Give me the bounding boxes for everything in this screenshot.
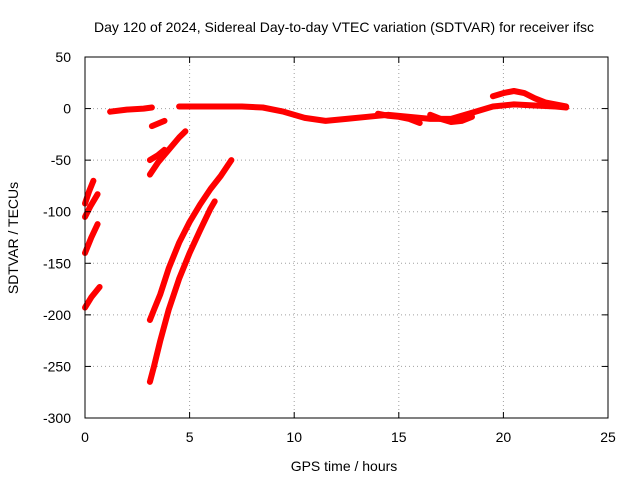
x-tick-label: 20 [496, 429, 512, 445]
y-tick-label: -200 [43, 307, 71, 323]
series-line-arc-j [146, 198, 218, 385]
x-tick-label: 15 [391, 429, 407, 445]
series-line-arc-n [489, 88, 570, 110]
x-tick-label: 10 [286, 429, 302, 445]
series-line-arc-b [82, 191, 101, 220]
plot-border [84, 56, 609, 419]
x-tick-label: 5 [186, 429, 194, 445]
y-tick-label: -150 [43, 255, 71, 271]
series-line-arc-m [427, 111, 475, 125]
series-line-arc-c [82, 221, 101, 256]
ticks: 0 5 10 15 20 25 50 0 -50 -100 -150 -200 -250 -300 [43, 49, 616, 445]
x-tick-label: 0 [81, 429, 89, 445]
x-tick-label: 25 [600, 429, 616, 445]
y-tick-label: -250 [43, 358, 71, 374]
y-axis-label: SDTVAR / TECUs [5, 182, 21, 294]
series-line-arc-h [146, 128, 189, 178]
series-line-arc-d [82, 284, 103, 311]
series-line-arc-l [374, 110, 423, 126]
chart-title: Day 120 of 2024, Sidereal Day-to-day VTE… [94, 19, 594, 35]
y-tick-label: -50 [51, 152, 71, 168]
data-series [82, 88, 570, 385]
series-line-arc-f [148, 117, 168, 130]
y-tick-label: 0 [63, 101, 71, 117]
x-axis-label: GPS time / hours [291, 458, 398, 474]
series-line-arc-i [146, 157, 235, 323]
y-tick-label: -100 [43, 204, 71, 220]
series-line-arc-g [146, 146, 168, 164]
series-line-arc-e [107, 104, 155, 115]
y-tick-label: -300 [43, 410, 71, 426]
y-tick-label: 50 [55, 49, 71, 65]
series-line-arc-a [82, 177, 97, 207]
